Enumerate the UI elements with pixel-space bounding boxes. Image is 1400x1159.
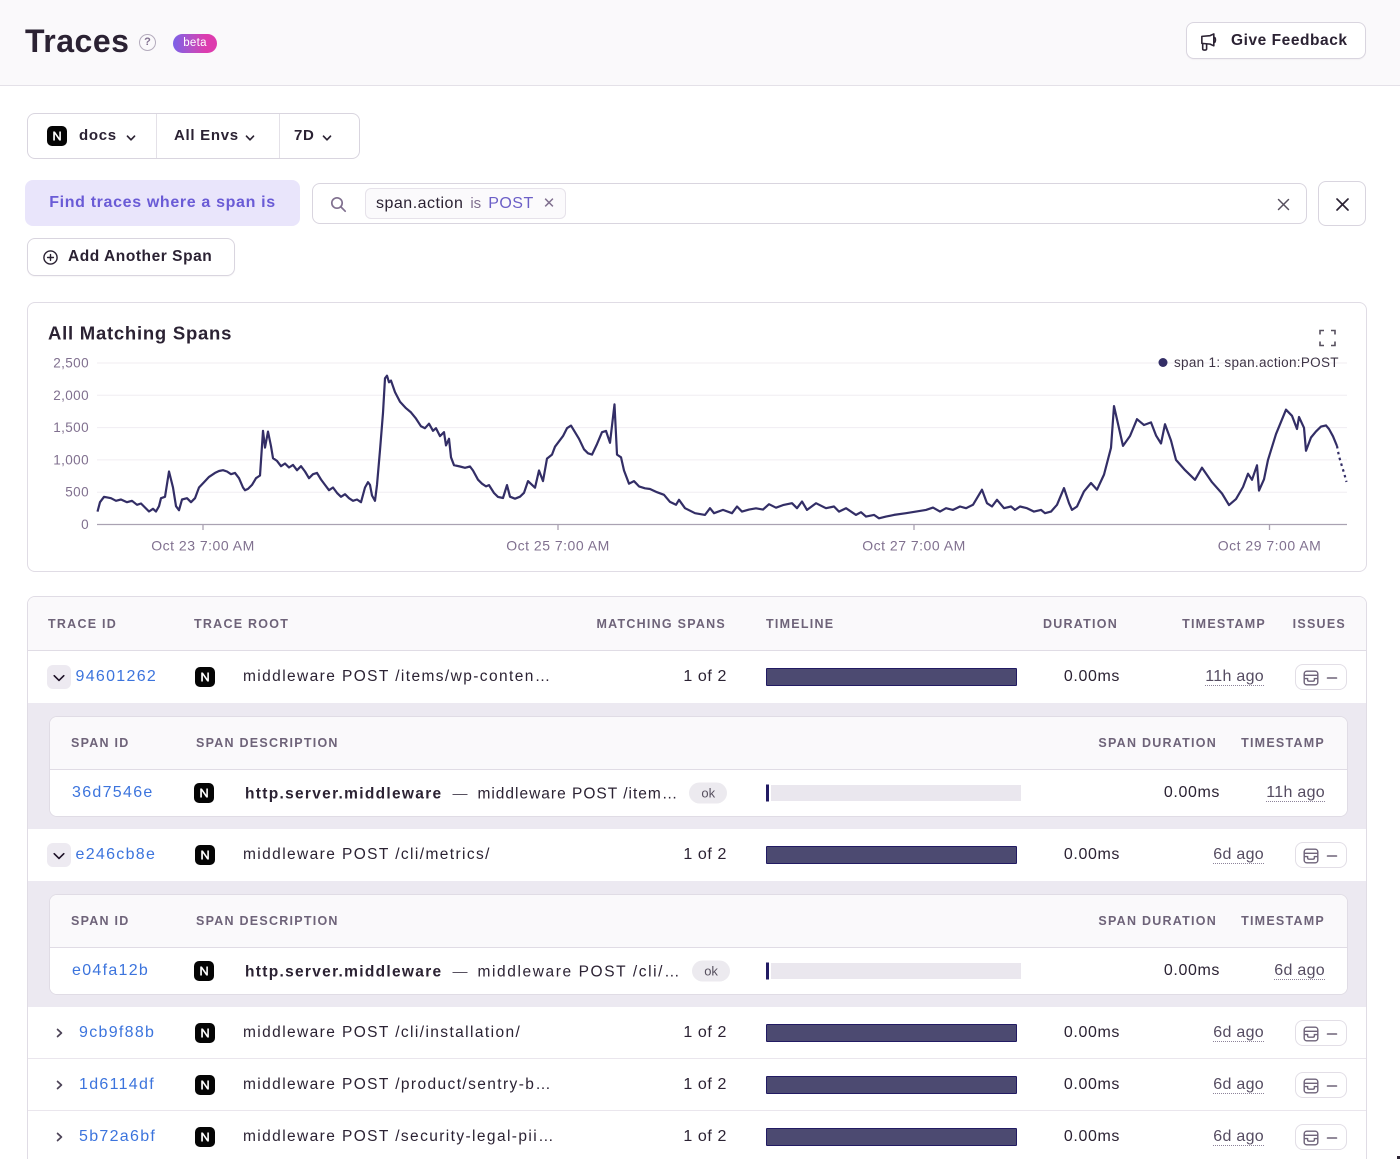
svg-text:1,000: 1,000 [53, 452, 89, 467]
svg-text:2,500: 2,500 [53, 356, 89, 371]
svg-text:2,000: 2,000 [53, 388, 89, 403]
svg-text:span 1: span.action:POST: span 1: span.action:POST [1174, 355, 1339, 370]
svg-text:Oct 25 7:00 AM: Oct 25 7:00 AM [506, 538, 610, 554]
svg-text:Oct 23 7:00 AM: Oct 23 7:00 AM [151, 538, 255, 554]
svg-text:Oct 27 7:00 AM: Oct 27 7:00 AM [862, 538, 966, 554]
svg-text:All Matching Spans: All Matching Spans [48, 323, 232, 344]
svg-text:500: 500 [65, 485, 89, 500]
svg-text:1,500: 1,500 [53, 420, 89, 435]
svg-text:Oct 29 7:00 AM: Oct 29 7:00 AM [1218, 538, 1322, 554]
svg-text:0: 0 [81, 517, 89, 532]
